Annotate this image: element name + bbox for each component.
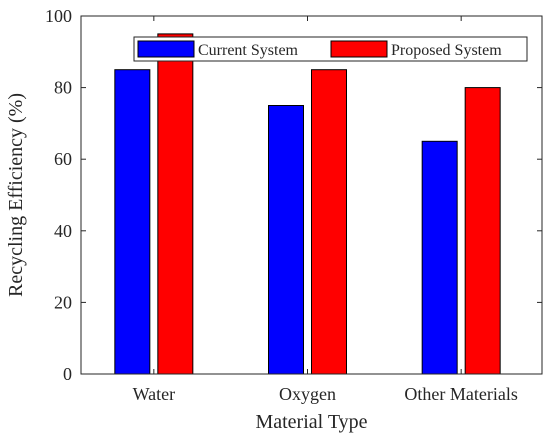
plot-frame [80,15,543,375]
legend-swatch-current [137,40,195,58]
bar-proposed-other-materials [464,87,501,375]
x-tick-label: Water [133,384,176,404]
bar-proposed-water [157,33,194,375]
x-tick-label: Oxygen [279,384,336,404]
y-tick-label: 100 [45,6,72,26]
bars-group [114,33,501,375]
y-tick-label: 60 [54,149,72,169]
legend-label-proposed: Proposed System [391,42,502,59]
bar-current-other-materials [421,140,458,375]
bar-proposed-oxygen [311,69,347,375]
x-axis-label: Material Type [255,411,367,433]
legend-label-current: Current System [198,42,299,59]
y-tick-label: 80 [54,78,72,98]
bar-current-oxygen [268,105,304,375]
legend: Current System Proposed System [133,36,528,62]
bar-current-water [114,69,151,375]
y-tick-label: 0 [63,364,72,384]
y-tick-label: 40 [54,221,72,241]
y-tick-label: 20 [54,292,72,312]
x-tick-label: Other Materials [404,384,517,404]
y-axis-label: Recycling Efficiency (%) [5,93,27,297]
legend-swatch-proposed [330,40,388,58]
ticks-group: Water Oxygen Other Materials 0 20 40 60 80 100 [45,6,542,404]
